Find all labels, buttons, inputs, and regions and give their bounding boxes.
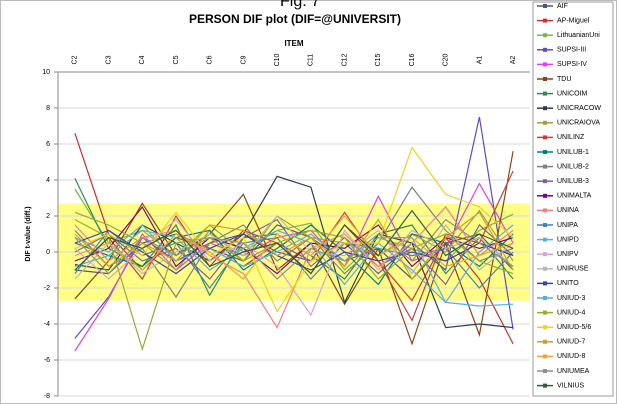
chart-title: PERSON DIF plot (DIF=@UNIVERSIT) — [189, 12, 401, 26]
legend-label: UNIRUSE — [557, 266, 589, 273]
y-tick-label: 2 — [46, 213, 50, 220]
legend-marker — [543, 62, 547, 67]
legend-marker — [543, 354, 547, 359]
legend-marker — [543, 193, 547, 198]
legend-label: UNIUD-5/6 — [557, 324, 591, 331]
y-tick-label: -2 — [44, 285, 50, 292]
legend-frame — [532, 1, 614, 397]
legend-marker — [543, 208, 547, 213]
x-tick-label: A1 — [476, 56, 483, 65]
legend-marker — [543, 164, 547, 169]
x-axis-label: ITEM — [284, 39, 303, 48]
x-tick-label: C16 — [409, 53, 416, 66]
legend-label: UNICOIM — [557, 90, 588, 97]
y-tick-label: 6 — [46, 141, 50, 148]
legend-label: SUPSI-III — [557, 47, 586, 54]
x-tick-label: C20 — [443, 53, 450, 66]
y-tick-label: 0 — [46, 249, 50, 256]
series-line — [74, 206, 514, 329]
legend-label: AP-Miguel — [557, 17, 590, 24]
legend-label: VILNIUS — [557, 382, 585, 389]
legend-marker — [543, 135, 547, 140]
y-tick-label: -4 — [44, 321, 50, 328]
legend-label: UNITO — [557, 280, 579, 287]
legend-label: TDU — [557, 76, 571, 83]
legend-marker — [543, 179, 547, 184]
x-tick-label: C11 — [308, 54, 315, 66]
x-tick-label: C3 — [105, 55, 112, 64]
legend-marker — [543, 33, 547, 38]
legend-label: UNILUB-2 — [557, 163, 589, 170]
legend-marker — [543, 325, 547, 330]
y-tick-label: -6 — [44, 357, 50, 364]
series-line — [74, 175, 514, 329]
legend-label: UNIPA — [557, 222, 578, 229]
legend-label: UNIUD-7 — [557, 339, 585, 346]
x-tick-label: C12 — [341, 53, 348, 66]
series-line — [74, 146, 514, 313]
x-tick-label: C4 — [139, 55, 146, 64]
x-tick-label: C6 — [207, 55, 214, 64]
legend-marker — [543, 77, 547, 81]
legend-label: AIF — [557, 3, 568, 10]
x-tick-label: A2 — [510, 56, 517, 65]
legend-marker — [543, 252, 547, 257]
series-line — [74, 186, 514, 299]
legend-label: UNICRACOW — [557, 105, 601, 112]
series-line — [74, 219, 514, 352]
legend-marker — [543, 4, 547, 8]
legend-marker — [543, 120, 547, 125]
legend-label: UNICRAIOVA — [557, 120, 600, 127]
legend-label: UNIUMEA — [557, 368, 590, 375]
series-line — [74, 229, 514, 275]
legend-marker — [543, 91, 547, 96]
series-line — [74, 209, 514, 275]
legend-marker — [543, 47, 547, 52]
legend-label: SUPSI-IV — [557, 61, 587, 68]
legend-label: UNIUD-4 — [557, 309, 585, 316]
x-tick-label: C2 — [72, 55, 79, 64]
legend-label: UNIMALTA — [557, 193, 592, 200]
legend-marker — [543, 237, 547, 242]
x-tick-label: C10 — [274, 53, 281, 66]
legend-marker — [543, 106, 547, 111]
legend-marker — [543, 223, 547, 227]
y-axis-label: DIF t-value (diff.) — [25, 206, 32, 261]
y-tick-label: 10 — [42, 69, 50, 76]
legend-label: UNILUB-1 — [557, 149, 589, 156]
legend-label: UNIUD-8 — [557, 353, 585, 360]
legend-label: UNINA — [557, 207, 579, 214]
legend-marker — [543, 266, 547, 271]
legend-marker — [543, 281, 547, 286]
legend-marker — [543, 310, 547, 315]
legend-label: UNILUB-3 — [557, 178, 589, 185]
legend-marker — [543, 150, 547, 154]
legend-label: UNIPD — [557, 236, 579, 243]
legend-label: UNIPV — [557, 251, 579, 258]
y-tick-label: 4 — [46, 177, 50, 184]
x-tick-label: C5 — [173, 55, 180, 64]
legend-label: UNILINZ — [557, 134, 585, 141]
y-tick-label: 8 — [46, 105, 50, 112]
legend-marker — [543, 369, 547, 373]
legend-marker — [543, 339, 547, 344]
series-line — [74, 218, 514, 280]
legend-label: LithuanianUni — [557, 32, 600, 39]
legend-label: UNIUD-3 — [557, 295, 585, 302]
series-line — [74, 215, 514, 280]
x-tick-label: C9 — [240, 55, 247, 64]
x-tick-label: C15 — [375, 53, 382, 66]
caption: Fig. 7 — [280, 0, 320, 10]
series-line — [74, 215, 514, 280]
legend-marker — [543, 296, 547, 300]
y-tick-label: -8 — [44, 393, 50, 400]
legend-marker — [543, 383, 547, 388]
legend-marker — [543, 18, 547, 23]
